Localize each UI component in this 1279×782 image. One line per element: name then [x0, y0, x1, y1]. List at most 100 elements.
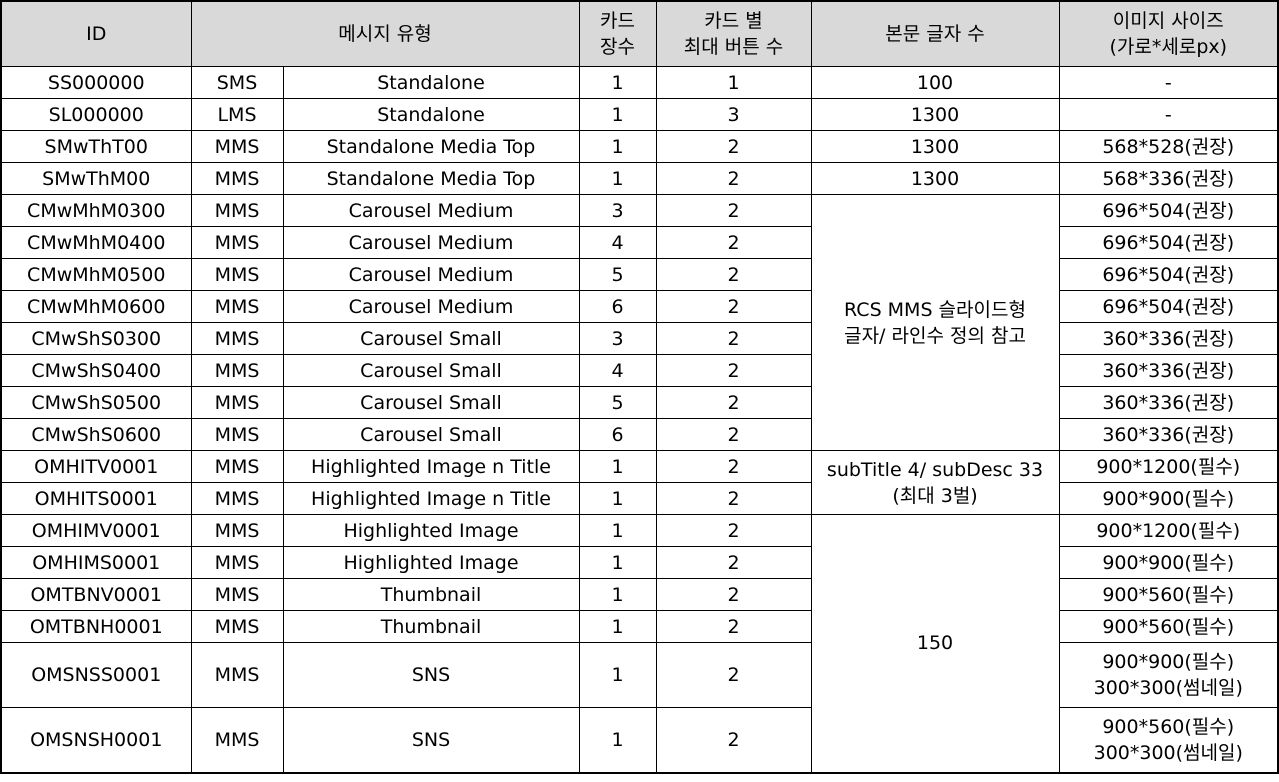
cell-id: CMwMhM0600 — [0, 290, 192, 323]
table-row: CMwShS0400 MMS Carousel Small 4 2 360*336(권장) — [0, 354, 1279, 387]
body-chars-line: RCS MMS 슬라이드형 — [844, 298, 1026, 321]
cell-image-size: - — [1058, 66, 1279, 99]
cell-body-chars: 1300 — [810, 162, 1060, 195]
cell-image-size: 900*900(필수) — [1058, 482, 1279, 515]
cell-image-size: 900*560(필수) 300*300(썸네일) — [1058, 707, 1279, 773]
cell-image-size: 696*504(권장) — [1058, 290, 1279, 323]
cell-kind: MMS — [190, 642, 284, 708]
cell-max-buttons: 2 — [655, 450, 812, 483]
cell-kind: MMS — [190, 450, 284, 483]
cell-type-name: Highlighted Image n Title — [282, 450, 580, 483]
cell-card-count: 1 — [578, 162, 657, 195]
cell-body-chars: 100 — [810, 66, 1060, 99]
cell-card-count: 3 — [578, 322, 657, 355]
cell-type-name: Highlighted Image — [282, 546, 580, 579]
table-row: OMTBNH0001 MMS Thumbnail 1 2 900*560(필수) — [0, 610, 1279, 643]
image-size-line: 696*504(권장) — [1102, 199, 1235, 222]
cell-body-chars: subTitle 4/ subDesc 33 (최대 3벌) — [810, 450, 1060, 515]
table-row: CMwShS0500 MMS Carousel Small 5 2 360*336(권장) — [0, 386, 1279, 419]
cell-kind: MMS — [190, 707, 284, 773]
cell-max-buttons: 2 — [655, 514, 812, 547]
cell-image-size: 900*560(필수) — [1058, 578, 1279, 611]
image-size-line: 696*504(권장) — [1102, 295, 1235, 318]
cell-card-count: 1 — [578, 546, 657, 579]
image-size-line: 360*336(권장) — [1102, 327, 1235, 350]
header-id: ID — [0, 0, 192, 67]
image-size-line: 300*300(썸네일) — [1093, 677, 1243, 699]
cell-image-size: 696*504(권장) — [1058, 194, 1279, 227]
cell-max-buttons: 1 — [655, 66, 812, 99]
table-row: OMHIMV0001 MMS Highlighted Image 1 2 150 900*1… — [0, 514, 1279, 773]
cell-kind: MMS — [190, 546, 284, 579]
image-size-line: 696*504(권장) — [1102, 263, 1235, 286]
cell-id: OMSNSS0001 — [0, 642, 192, 708]
body-chars-line: (최대 3벌) — [892, 484, 978, 507]
cell-card-count: 3 — [578, 194, 657, 227]
header-card-count-line1: 카드 — [600, 10, 635, 32]
cell-card-count: 4 — [578, 354, 657, 387]
cell-max-buttons: 2 — [655, 194, 812, 227]
cell-max-buttons: 2 — [655, 578, 812, 611]
image-size-line: 900*1200(필수) — [1096, 519, 1241, 542]
cell-image-size: - — [1058, 98, 1279, 131]
cell-max-buttons: 2 — [655, 130, 812, 163]
cell-kind: MMS — [190, 354, 284, 387]
cell-body-chars: 150 — [810, 514, 1060, 773]
cell-card-count: 1 — [578, 450, 657, 483]
body-chars-line: 150 — [916, 632, 954, 655]
cell-id: CMwMhM0400 — [0, 226, 192, 259]
cell-card-count: 4 — [578, 226, 657, 259]
cell-image-size: 360*336(권장) — [1058, 354, 1279, 387]
table-row: CMwMhM0500 MMS Carousel Medium 5 2 696*504(권장… — [0, 258, 1279, 291]
image-size-line: 300*300(썸네일) — [1093, 741, 1243, 764]
cell-type-name: Carousel Medium — [282, 258, 580, 291]
header-row: ID 메시지 유형 카드 장수 카드 별 최대 버튼 수 본문 글자 수 이미지… — [0, 0, 1279, 67]
header-image-size: 이미지 사이즈 (가로*세로px) — [1058, 0, 1279, 67]
cell-card-count: 5 — [578, 258, 657, 291]
cell-id: CMwShS0600 — [0, 418, 192, 451]
header-message-type: 메시지 유형 — [190, 0, 580, 67]
cell-id: OMTBNV0001 — [0, 578, 192, 611]
cell-id: OMTBNH0001 — [0, 610, 192, 643]
cell-card-count: 1 — [578, 578, 657, 611]
cell-image-size: 696*504(권장) — [1058, 258, 1279, 291]
cell-max-buttons: 2 — [655, 707, 812, 773]
cell-id: OMHITS0001 — [0, 482, 192, 515]
cell-kind: LMS — [190, 98, 284, 131]
header-image-size-line1: 이미지 사이즈 — [1112, 10, 1224, 32]
cell-kind: MMS — [190, 386, 284, 419]
image-size-line: 696*504(권장) — [1102, 231, 1235, 254]
cell-max-buttons: 2 — [655, 354, 812, 387]
image-size-line: 900*560(필수) — [1102, 715, 1235, 738]
table-row: CMwShS0600 MMS Carousel Small 6 2 360*336(권장) — [0, 418, 1279, 451]
cell-image-size: 360*336(권장) — [1058, 418, 1279, 451]
cell-type-name: Carousel Medium — [282, 226, 580, 259]
cell-id: CMwShS0500 — [0, 386, 192, 419]
cell-id: CMwMhM0300 — [0, 194, 192, 227]
body-chars-line: 글자/ 라인수 정의 참고 — [844, 324, 1026, 347]
cell-max-buttons: 3 — [655, 98, 812, 131]
cell-max-buttons: 2 — [655, 162, 812, 195]
cell-max-buttons: 2 — [655, 386, 812, 419]
cell-card-count: 5 — [578, 386, 657, 419]
image-size-line: 900*900(필수) — [1102, 487, 1235, 510]
cell-id: CMwShS0300 — [0, 322, 192, 355]
cell-kind: MMS — [190, 258, 284, 291]
cell-card-count: 1 — [578, 98, 657, 131]
cell-kind: MMS — [190, 610, 284, 643]
cell-type-name: Carousel Small — [282, 418, 580, 451]
cell-max-buttons: 2 — [655, 642, 812, 708]
header-max-buttons: 카드 별 최대 버튼 수 — [655, 0, 812, 67]
cell-image-size: 900*1200(필수) — [1058, 514, 1279, 547]
cell-max-buttons: 2 — [655, 322, 812, 355]
cell-kind: MMS — [190, 578, 284, 611]
table-row: SL000000 LMS Standalone 1 3 1300 - — [0, 98, 1279, 131]
cell-kind: MMS — [190, 482, 284, 515]
image-size-line: - — [1164, 71, 1172, 94]
cell-image-size: 900*900(필수) — [1058, 546, 1279, 579]
table-row: OMSNSH0001 MMS SNS 1 2 900*560(필수) 300*300(썸네일… — [0, 707, 1279, 773]
header-body-chars: 본문 글자 수 — [810, 0, 1060, 67]
table-row: OMTBNV0001 MMS Thumbnail 1 2 900*560(필수) — [0, 578, 1279, 611]
